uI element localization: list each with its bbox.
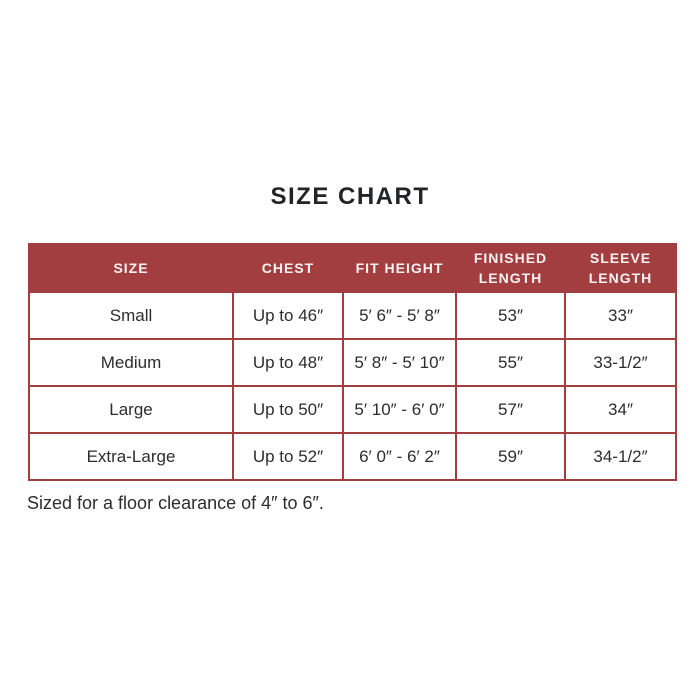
finished-length-cell: 59″ <box>455 432 566 481</box>
chest-cell: Up to 50″ <box>232 385 344 434</box>
sleeve-length-cell: 34″ <box>564 385 677 434</box>
size-cell: Extra-Large <box>28 432 234 481</box>
sleeve-length-cell: 33-1/2″ <box>564 338 677 387</box>
size-chart-table: SIZE CHEST FIT HEIGHT FINISHED LENGTH SL… <box>28 243 677 481</box>
fit-height-cell: 5′ 10″ - 6′ 0″ <box>342 385 457 434</box>
column-header-sleeve-length: SLEEVE LENGTH <box>564 243 677 293</box>
table-row-medium: Medium Up to 48″ 5′ 8″ - 5′ 10″ 55″ 33-1… <box>28 338 677 387</box>
column-header-finished-length: FINISHED LENGTH <box>455 243 566 293</box>
finished-length-cell: 55″ <box>455 338 566 387</box>
chest-cell: Up to 46″ <box>232 291 344 340</box>
page-title: SIZE CHART <box>270 183 430 210</box>
fit-height-cell: 5′ 8″ - 5′ 10″ <box>342 338 457 387</box>
fit-height-cell: 6′ 0″ - 6′ 2″ <box>342 432 457 481</box>
fit-height-cell: 5′ 6″ - 5′ 8″ <box>342 291 457 340</box>
chest-cell: Up to 52″ <box>232 432 344 481</box>
header-row: SIZE CHEST FIT HEIGHT FINISHED LENGTH SL… <box>28 243 677 293</box>
sleeve-length-cell: 33″ <box>564 291 677 340</box>
table-row-small: Small Up to 46″ 5′ 6″ - 5′ 8″ 53″ 33″ <box>28 291 677 340</box>
column-header-fit-height: FIT HEIGHT <box>342 243 457 293</box>
chest-cell: Up to 48″ <box>232 338 344 387</box>
size-cell: Small <box>28 291 234 340</box>
column-header-size: SIZE <box>28 243 234 293</box>
finished-length-cell: 57″ <box>455 385 566 434</box>
size-cell: Large <box>28 385 234 434</box>
table-row-extra-large: Extra-Large Up to 52″ 6′ 0″ - 6′ 2″ 59″ … <box>28 432 677 481</box>
table-row-large: Large Up to 50″ 5′ 10″ - 6′ 0″ 57″ 34″ <box>28 385 677 434</box>
size-cell: Medium <box>28 338 234 387</box>
sleeve-length-cell: 34-1/2″ <box>564 432 677 481</box>
column-header-chest: CHEST <box>232 243 344 293</box>
floor-clearance-note: Sized for a floor clearance of 4″ to 6″. <box>27 493 324 513</box>
finished-length-cell: 53″ <box>455 291 566 340</box>
